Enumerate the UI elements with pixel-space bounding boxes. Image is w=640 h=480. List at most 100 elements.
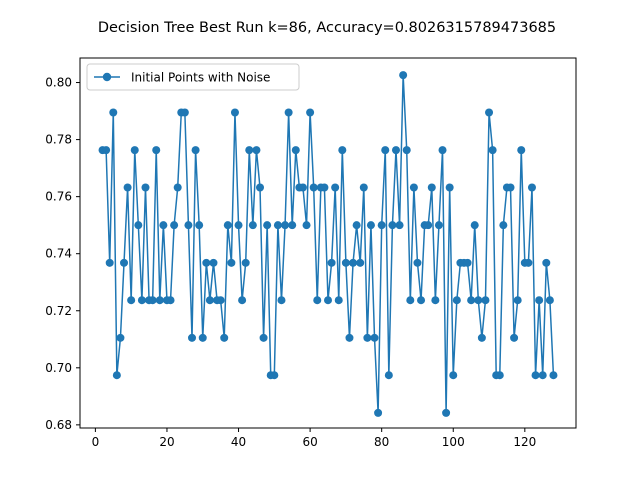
data-point [198,333,207,342]
data-point [338,146,347,155]
data-point [399,71,408,80]
data-point [377,221,386,230]
data-point [449,371,458,380]
data-point [270,371,279,380]
data-point [434,221,443,230]
data-point [273,221,282,230]
y-tick-label: 0.80 [45,76,72,90]
data-point [413,258,422,267]
data-point [166,296,175,305]
x-axis: 0 20 40 60 80 100 120 [92,428,536,449]
y-tick-label: 0.72 [45,304,72,318]
data-point [431,296,440,305]
data-point [170,221,179,230]
data-point [402,146,411,155]
data-point [223,221,232,230]
data-point [313,296,322,305]
data-point [277,296,286,305]
data-point [123,183,132,192]
data-point [359,183,368,192]
data-point [291,146,300,155]
data-point [309,183,318,192]
data-point [137,296,146,305]
data-point [513,296,522,305]
data-point [102,146,111,155]
data-point [384,371,393,380]
data-point [452,296,461,305]
data-point [116,333,125,342]
series-line [102,74,555,414]
data-point [356,258,365,267]
data-point [327,258,336,267]
data-point [120,258,129,267]
data-point [542,258,551,267]
data-point [363,333,372,342]
y-tick-label: 0.68 [45,418,72,432]
data-point [152,146,161,155]
data-point [281,221,290,230]
data-point [545,296,554,305]
plot-frame [79,57,577,429]
data-point [366,221,375,230]
data-point [248,221,257,230]
data-point [130,146,139,155]
data-point [474,296,483,305]
x-tick-label: 100 [442,435,465,449]
data-point [180,108,189,117]
data-point [442,408,451,417]
y-axis: 0.68 0.70 0.72 0.74 0.76 0.78 0.80 [45,76,80,432]
data-point [481,296,490,305]
data-point [488,146,497,155]
data-point [406,296,415,305]
y-tick-label: 0.74 [45,247,72,261]
data-point [388,221,397,230]
data-point [510,333,519,342]
data-point [320,183,329,192]
data-point [220,333,229,342]
data-point [216,296,225,305]
data-point [109,108,118,117]
data-point [341,258,350,267]
legend-label: Initial Points with Noise [131,71,270,85]
data-point [445,183,454,192]
data-point [284,108,293,117]
data-point [202,258,211,267]
data-point [395,221,404,230]
data-point [495,371,504,380]
data-point [241,258,250,267]
data-point [535,296,544,305]
x-tick-label: 40 [231,435,246,449]
data-point [424,221,433,230]
data-point [195,221,204,230]
data-point [370,333,379,342]
data-point [155,296,164,305]
data-point [352,221,361,230]
x-tick-label: 120 [513,435,536,449]
data-point [409,183,418,192]
data-point [112,371,121,380]
data-point [134,221,143,230]
y-tick-label: 0.76 [45,190,72,204]
data-point [524,258,533,267]
x-tick-label: 0 [92,435,100,449]
data-point [298,183,307,192]
data-point [417,296,426,305]
data-point [205,296,214,305]
data-point [263,221,272,230]
data-point [148,296,157,305]
data-point [127,296,136,305]
legend: Initial Points with Noise [86,63,300,91]
data-point [191,146,200,155]
data-point [381,146,390,155]
data-point [427,183,436,192]
data-point [306,108,315,117]
data-point [345,333,354,342]
data-point [470,221,479,230]
data-point [499,221,508,230]
data-point [477,333,486,342]
data-point [245,146,254,155]
data-point [188,333,197,342]
data-point [531,371,540,380]
x-tick-label: 20 [159,435,174,449]
